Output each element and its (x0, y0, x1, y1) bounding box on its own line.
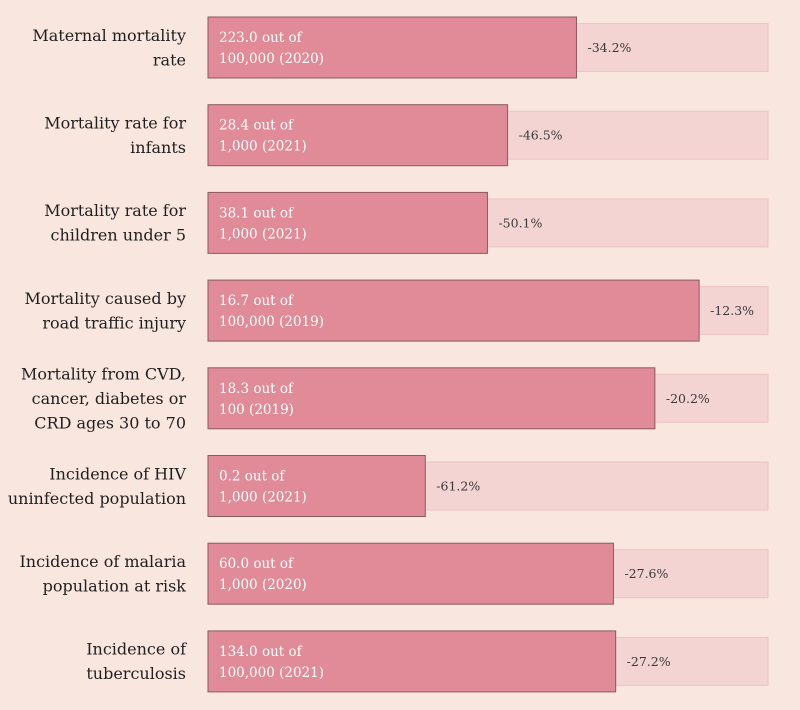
bar-value-label: 60.0 out of 1,000 (2020) (219, 556, 307, 593)
row-label-line: children under 5 (51, 226, 186, 245)
chart-row: Mortality rate for infants 28.4 out of 1,00… (44, 104, 769, 167)
bar (207, 367, 656, 430)
bar-value-line: 1,000 (2021) (219, 226, 307, 242)
chart-row: Maternal mortality rate 223.0 out of 100,00… (32, 16, 769, 79)
row-label: Mortality from CVD, cancer, diabetes or CR… (21, 364, 186, 432)
row-label-line: rate (153, 50, 186, 69)
row-label-line: Incidence of malaria (19, 552, 186, 571)
chart-row: Incidence of tuberculosis 134.0 out of 100,… (86, 630, 769, 693)
change-label: -46.5% (519, 128, 563, 143)
row-label-line: Mortality rate for (44, 201, 186, 220)
row-label-line: infants (130, 138, 186, 157)
bar-value-label: 18.3 out of 100 (2019) (219, 381, 294, 418)
chart-row: Mortality rate for children under 5 38.1 o… (44, 191, 769, 254)
bar-value-line: 223.0 out of (219, 30, 303, 46)
bar-value-line: 100 (2019) (219, 402, 294, 418)
row-label-line: tuberculosis (86, 664, 186, 683)
chart-row: Incidence of HIV uninfected population 0.2… (8, 455, 769, 517)
bar-value-line: 18.3 out of (219, 381, 294, 397)
row-label: Mortality rate for infants (44, 113, 186, 157)
row-label: Mortality caused by road traffic injury (24, 289, 186, 333)
bar (207, 630, 617, 693)
bar (207, 104, 509, 167)
change-label: -61.2% (436, 479, 480, 494)
bar (207, 16, 577, 79)
row-label: Incidence of malaria population at risk (19, 552, 186, 596)
bar-value-line: 60.0 out of (219, 556, 294, 572)
bar-value-line: 1,000 (2020) (219, 577, 307, 593)
change-label: -12.3% (710, 303, 754, 318)
chart-row: Incidence of malaria population at risk 60… (19, 542, 769, 605)
row-label-line: population at risk (43, 576, 187, 595)
bar-value-line: 100,000 (2019) (219, 314, 324, 330)
bar-value-line: 100,000 (2020) (219, 51, 324, 67)
row-label-line: Mortality rate for (44, 113, 186, 132)
row-label-line: Maternal mortality (32, 26, 186, 45)
row-label: Incidence of tuberculosis (86, 640, 187, 684)
row-label-line: uninfected population (8, 489, 186, 508)
bar-value-line: 0.2 out of (219, 469, 285, 485)
bar (207, 455, 426, 517)
bar-value-line: 1,000 (2021) (219, 490, 307, 506)
change-label: -27.6% (624, 566, 668, 581)
row-label-line: Incidence of (86, 640, 187, 659)
row-label: Mortality rate for children under 5 (44, 201, 186, 245)
bar-value-label: 28.4 out of 1,000 (2021) (219, 118, 307, 155)
bar-value-line: 1,000 (2021) (219, 139, 307, 155)
row-label-line: CRD ages 30 to 70 (34, 413, 186, 432)
change-label: -27.2% (627, 654, 671, 669)
bar-value-label: 16.7 out of 100,000 (2019) (219, 293, 324, 330)
bar-value-line: 100,000 (2021) (219, 665, 324, 681)
change-label: -34.2% (587, 40, 631, 55)
bar-value-line: 134.0 out of (219, 644, 303, 660)
change-label: -20.2% (666, 391, 710, 406)
bar-value-label: 134.0 out of 100,000 (2021) (219, 644, 324, 681)
bar (207, 191, 488, 254)
row-label-line: cancer, diabetes or (32, 389, 187, 408)
chart-row: Mortality caused by road traffic injury 16… (24, 279, 769, 342)
bar-value-label: 0.2 out of 1,000 (2021) (219, 469, 307, 506)
row-label: Maternal mortality rate (32, 26, 186, 70)
row-label: Incidence of HIV uninfected population (8, 464, 187, 508)
bar-value-line: 28.4 out of (219, 118, 294, 134)
bar-value-line: 16.7 out of (219, 293, 294, 309)
bar-value-line: 38.1 out of (219, 205, 294, 221)
bar-value-label: 38.1 out of 1,000 (2021) (219, 205, 307, 242)
bar (207, 542, 614, 605)
bar-value-label: 223.0 out of 100,000 (2020) (219, 30, 324, 67)
row-label-line: Incidence of HIV (49, 464, 186, 483)
row-label-line: Mortality caused by (24, 289, 186, 308)
bar (207, 279, 700, 342)
row-label-line: road traffic injury (42, 313, 186, 332)
chart-row: Mortality from CVD, cancer, diabetes or CR… (21, 364, 769, 432)
change-label: -50.1% (498, 215, 542, 230)
row-label-line: Mortality from CVD, (21, 364, 186, 383)
